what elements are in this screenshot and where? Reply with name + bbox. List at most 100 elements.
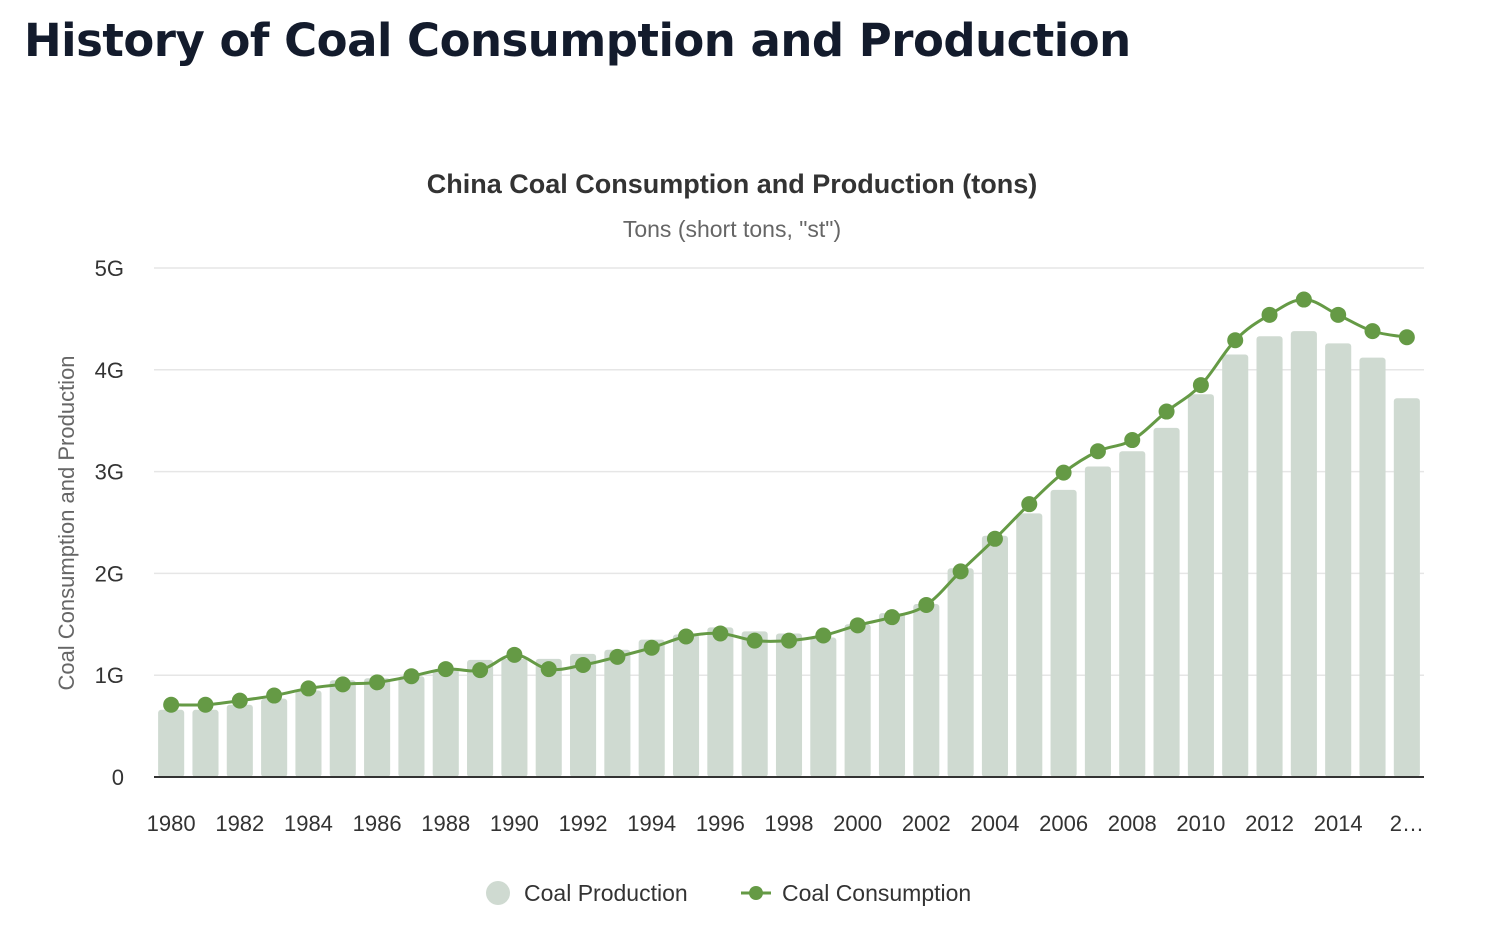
consumption-point [300,680,317,697]
production-bar [741,631,768,777]
consumption-point [1089,443,1106,460]
consumption-point [1295,291,1312,308]
y-tick-label: 0 [112,765,124,790]
production-bar [226,704,253,777]
consumption-point [986,530,1003,547]
x-tick-label: 2006 [1039,811,1088,836]
production-bar [1119,451,1146,777]
legend-item-consumption[interactable]: Coal Consumption [741,880,971,906]
page-title: History of Coal Consumption and Producti… [24,14,1131,67]
production-bar [947,568,974,777]
production-bar [1256,336,1283,777]
chart-title: China Coal Consumption and Production (t… [427,169,1037,199]
production-bar [672,634,700,777]
consumption-point [334,676,351,693]
consumption-point [231,692,248,709]
production-bar [398,676,425,777]
consumption-point [163,696,180,713]
production-bar [467,659,494,777]
consumption-point [643,639,660,656]
consumption-point [437,661,454,678]
consumption-points [163,291,1415,713]
production-bar [1393,398,1420,777]
x-tick-label: 2014 [1314,811,1363,836]
y-tick-label: 1G [95,663,124,688]
production-bar [158,709,185,777]
consumption-point [1055,464,1072,481]
consumption-point [506,646,523,663]
y-tick-label: 3G [95,460,124,485]
consumption-point [1227,332,1244,349]
x-tick-label: 1990 [490,811,539,836]
legend-consumption-marker-icon [749,886,763,900]
production-bar [1187,394,1214,777]
chart-subtitle: Tons (short tons, "st") [623,216,841,242]
x-tick-label: 2004 [970,811,1019,836]
production-bar [707,627,734,777]
consumption-point [1330,306,1347,323]
consumption-point [883,609,900,626]
consumption-point [1192,377,1209,394]
x-tick-label: 1980 [147,811,196,836]
consumption-point [266,687,283,704]
x-tick-label: 2012 [1245,811,1294,836]
y-axis-ticks: 0 1G 2G 3G 4G 5G [95,256,124,790]
consumption-point [712,625,729,642]
x-tick-label: 1996 [696,811,745,836]
x-tick-label: 1988 [421,811,470,836]
x-tick-label: 2… [1390,811,1424,836]
production-bar [432,669,459,777]
production-bar [1222,354,1249,777]
production-bar [1153,427,1180,777]
production-bars [158,331,1420,777]
y-tick-label: 4G [95,358,124,383]
production-bar [844,624,871,777]
consumption-point [746,632,763,649]
production-bar [570,653,597,777]
consumption-point [1124,432,1141,449]
x-tick-label: 2000 [833,811,882,836]
production-bar [1084,466,1111,777]
x-axis-ticks: 1980 1982 1984 1986 1988 1990 1992 1994 1996 1998… [147,811,1424,836]
x-tick-label: 1998 [765,811,814,836]
consumption-point [1398,329,1415,346]
legend-item-production[interactable]: Coal Production [486,880,688,906]
legend-production-label: Coal Production [524,880,688,906]
legend-consumption-label: Coal Consumption [782,880,971,906]
production-bar [261,698,288,777]
legend-production-marker-icon [486,881,510,905]
production-bar [1325,343,1352,777]
production-bar [295,690,322,777]
production-bar [604,649,631,777]
production-bar [638,639,665,777]
consumption-point [1021,496,1038,513]
consumption-point [678,628,695,645]
production-bar [192,709,219,777]
x-tick-label: 1984 [284,811,333,836]
consumption-point [815,627,832,644]
production-bar [981,535,1008,777]
consumption-point [918,596,935,613]
x-tick-label: 1982 [215,811,264,836]
x-tick-label: 1994 [627,811,676,836]
x-tick-label: 1986 [353,811,402,836]
production-bar [913,603,940,777]
production-bar [878,613,906,777]
consumption-point [540,661,557,678]
consumption-point [849,617,866,634]
consumption-point [403,668,420,685]
y-tick-label: 5G [95,256,124,281]
production-bar [1359,357,1386,777]
x-tick-label: 2002 [902,811,951,836]
consumption-point [197,696,214,713]
consumption-point [369,674,386,691]
x-tick-label: 1992 [559,811,608,836]
x-tick-label: 2008 [1108,811,1157,836]
consumption-point [575,657,592,674]
consumption-point [609,648,626,665]
consumption-point [1158,403,1175,420]
production-bar [810,637,837,777]
consumption-point [1261,306,1278,323]
legend: Coal Production Coal Consumption [486,880,971,906]
